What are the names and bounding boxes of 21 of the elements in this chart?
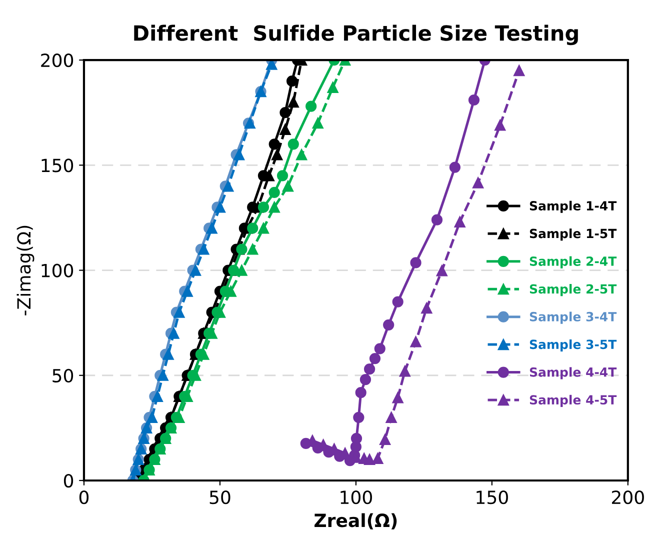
- x-tick-label: 200: [612, 490, 644, 504]
- y-tick-label: 50: [52, 368, 74, 382]
- legend-label: Sample 2-5T: [530, 284, 617, 296]
- y-axis-title: -Zimag(Ω): [16, 226, 34, 316]
- legend-label: Sample 3-5T: [530, 339, 617, 352]
- x-axis-title: Zreal(Ω): [314, 513, 397, 530]
- y-tick-label: 200: [41, 54, 74, 68]
- y-tick-label: 150: [42, 158, 74, 172]
- legend-label: Sample 1-5T: [530, 228, 617, 241]
- legend-label: Sample 4-4T: [530, 367, 617, 380]
- y-tick-label: 100: [42, 264, 74, 278]
- x-tick-label: 100: [340, 490, 372, 504]
- legend-label: Sample 2-4T: [530, 256, 617, 268]
- legend-label: Sample 3-4T: [530, 312, 617, 324]
- y-tick-label: 0: [64, 474, 74, 488]
- legend-label: Sample 1-4T: [530, 200, 617, 213]
- x-tick-label: 150: [476, 490, 508, 504]
- legend-label: Sample 4-5T: [530, 394, 617, 407]
- chart-title: Different Sulfide Particle Size Testing: [134, 24, 578, 46]
- x-tick-label: 0: [79, 490, 89, 504]
- x-tick-label: 50: [210, 490, 230, 504]
